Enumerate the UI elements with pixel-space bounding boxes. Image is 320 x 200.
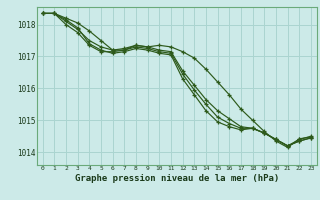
X-axis label: Graphe pression niveau de la mer (hPa): Graphe pression niveau de la mer (hPa) bbox=[75, 174, 279, 183]
